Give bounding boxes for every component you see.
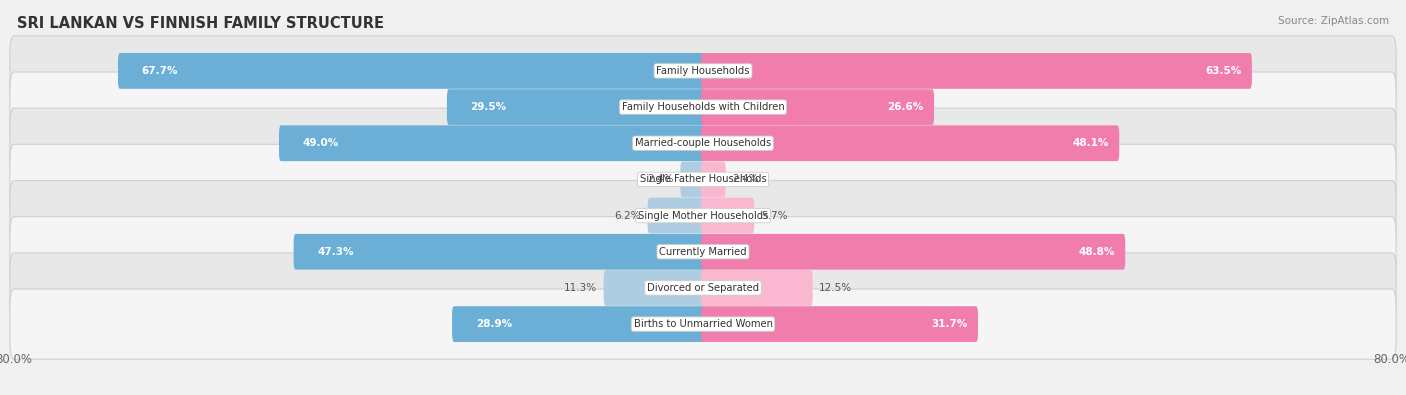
FancyBboxPatch shape: [10, 144, 1396, 214]
Text: 28.9%: 28.9%: [475, 319, 512, 329]
Text: 67.7%: 67.7%: [142, 66, 179, 76]
FancyBboxPatch shape: [278, 125, 704, 161]
Text: 12.5%: 12.5%: [820, 283, 852, 293]
FancyBboxPatch shape: [603, 270, 704, 306]
Text: 48.8%: 48.8%: [1078, 247, 1115, 257]
Text: Single Mother Households: Single Mother Households: [638, 211, 768, 220]
Text: 63.5%: 63.5%: [1205, 66, 1241, 76]
Text: Births to Unmarried Women: Births to Unmarried Women: [634, 319, 772, 329]
FancyBboxPatch shape: [10, 72, 1396, 142]
FancyBboxPatch shape: [10, 253, 1396, 323]
Text: 2.4%: 2.4%: [733, 175, 759, 184]
Text: 31.7%: 31.7%: [931, 319, 967, 329]
FancyBboxPatch shape: [10, 181, 1396, 251]
Text: Source: ZipAtlas.com: Source: ZipAtlas.com: [1278, 16, 1389, 26]
FancyBboxPatch shape: [453, 306, 704, 342]
FancyBboxPatch shape: [702, 53, 1251, 89]
FancyBboxPatch shape: [702, 89, 934, 125]
Text: Divorced or Separated: Divorced or Separated: [647, 283, 759, 293]
FancyBboxPatch shape: [702, 306, 979, 342]
Text: 11.3%: 11.3%: [564, 283, 598, 293]
Text: 26.6%: 26.6%: [887, 102, 924, 112]
FancyBboxPatch shape: [447, 89, 704, 125]
FancyBboxPatch shape: [702, 234, 1125, 270]
Text: 5.7%: 5.7%: [761, 211, 787, 220]
Text: Single Father Households: Single Father Households: [640, 175, 766, 184]
Text: 49.0%: 49.0%: [302, 138, 339, 148]
Text: Family Households with Children: Family Households with Children: [621, 102, 785, 112]
FancyBboxPatch shape: [10, 108, 1396, 178]
FancyBboxPatch shape: [294, 234, 704, 270]
Text: 6.2%: 6.2%: [614, 211, 641, 220]
FancyBboxPatch shape: [118, 53, 704, 89]
Text: Currently Married: Currently Married: [659, 247, 747, 257]
FancyBboxPatch shape: [10, 289, 1396, 359]
Text: 47.3%: 47.3%: [318, 247, 354, 257]
FancyBboxPatch shape: [681, 162, 704, 197]
FancyBboxPatch shape: [702, 198, 754, 233]
Text: 29.5%: 29.5%: [471, 102, 506, 112]
Text: 2.4%: 2.4%: [647, 175, 673, 184]
Text: Family Households: Family Households: [657, 66, 749, 76]
Text: SRI LANKAN VS FINNISH FAMILY STRUCTURE: SRI LANKAN VS FINNISH FAMILY STRUCTURE: [17, 16, 384, 31]
FancyBboxPatch shape: [702, 125, 1119, 161]
FancyBboxPatch shape: [10, 36, 1396, 106]
Text: 48.1%: 48.1%: [1073, 138, 1108, 148]
FancyBboxPatch shape: [702, 162, 725, 197]
Text: Married-couple Households: Married-couple Households: [636, 138, 770, 148]
FancyBboxPatch shape: [648, 198, 704, 233]
FancyBboxPatch shape: [10, 217, 1396, 287]
FancyBboxPatch shape: [702, 270, 813, 306]
